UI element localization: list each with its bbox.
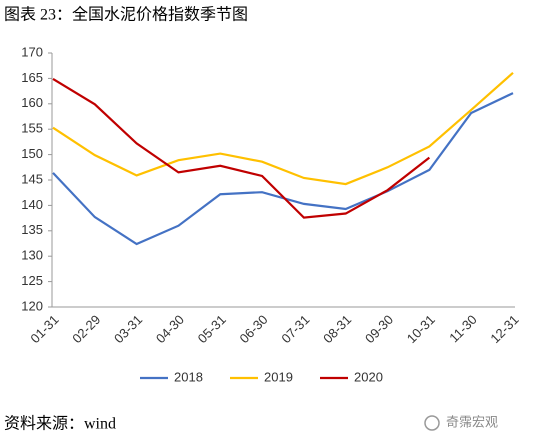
x-tick-label: 09-30 (362, 312, 396, 346)
x-tick-label: 08-31 (320, 312, 354, 346)
x-tick-label: 06-30 (237, 312, 271, 346)
x-tick-label: 11-30 (446, 312, 479, 345)
y-tick-label: 155 (21, 121, 43, 136)
y-tick-label: 150 (21, 146, 43, 161)
series-line (52, 77, 431, 219)
y-tick-label: 145 (21, 171, 43, 186)
y-tick-label: 140 (21, 197, 43, 212)
series-line (52, 71, 514, 186)
y-tick-label: 120 (21, 298, 43, 313)
y-tick-label: 170 (21, 44, 43, 59)
source: 资料来源：wind (4, 415, 116, 433)
x-tick-label: 12-31 (487, 312, 521, 346)
y-tick-label: 165 (21, 70, 43, 85)
x-tick-label: 02-29 (69, 312, 103, 346)
watermark: 奇霈宏观 (446, 414, 498, 429)
chart-title: 图表 23：全国水泥价格指数季节图 (4, 6, 248, 24)
x-tick-label: 05-31 (195, 312, 229, 346)
y-tick-label: 130 (21, 248, 43, 263)
legend-label: 2019 (264, 369, 293, 384)
watermark-icon (424, 415, 440, 431)
y-tick-label: 160 (21, 95, 43, 110)
x-tick-label: 03-31 (111, 312, 145, 346)
x-tick-label: 07-31 (278, 312, 312, 346)
x-tick-label: 10-31 (404, 312, 438, 346)
y-tick-label: 125 (21, 273, 43, 288)
legend-label: 2018 (174, 369, 203, 384)
y-tick-label: 135 (21, 222, 43, 237)
x-tick-label: 01-31 (27, 312, 61, 346)
legend-label: 2020 (354, 369, 383, 384)
x-tick-label: 04-30 (153, 312, 187, 346)
